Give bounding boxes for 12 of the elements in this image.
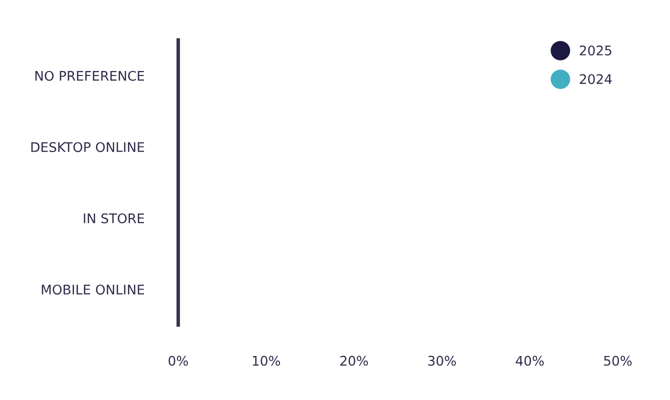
y-tick-label: DESKTOP ONLINE [31, 142, 144, 152]
x-tick-label: 0% [168, 356, 188, 366]
x-tick-label: 40% [516, 356, 544, 366]
legend-label: 2025 [580, 46, 612, 56]
x-tick-label: 20% [340, 356, 368, 366]
x-tick-label: 50% [604, 356, 632, 366]
y-tick-label: NO PREFERENCE [35, 70, 144, 81]
legend-label: 2024 [580, 74, 612, 84]
x-tick-label: 10% [252, 356, 280, 366]
y-tick-label: MOBILE ONLINE [42, 284, 144, 295]
y-tick-label: IN STORE [84, 213, 144, 224]
x-tick-label: 30% [428, 356, 456, 366]
